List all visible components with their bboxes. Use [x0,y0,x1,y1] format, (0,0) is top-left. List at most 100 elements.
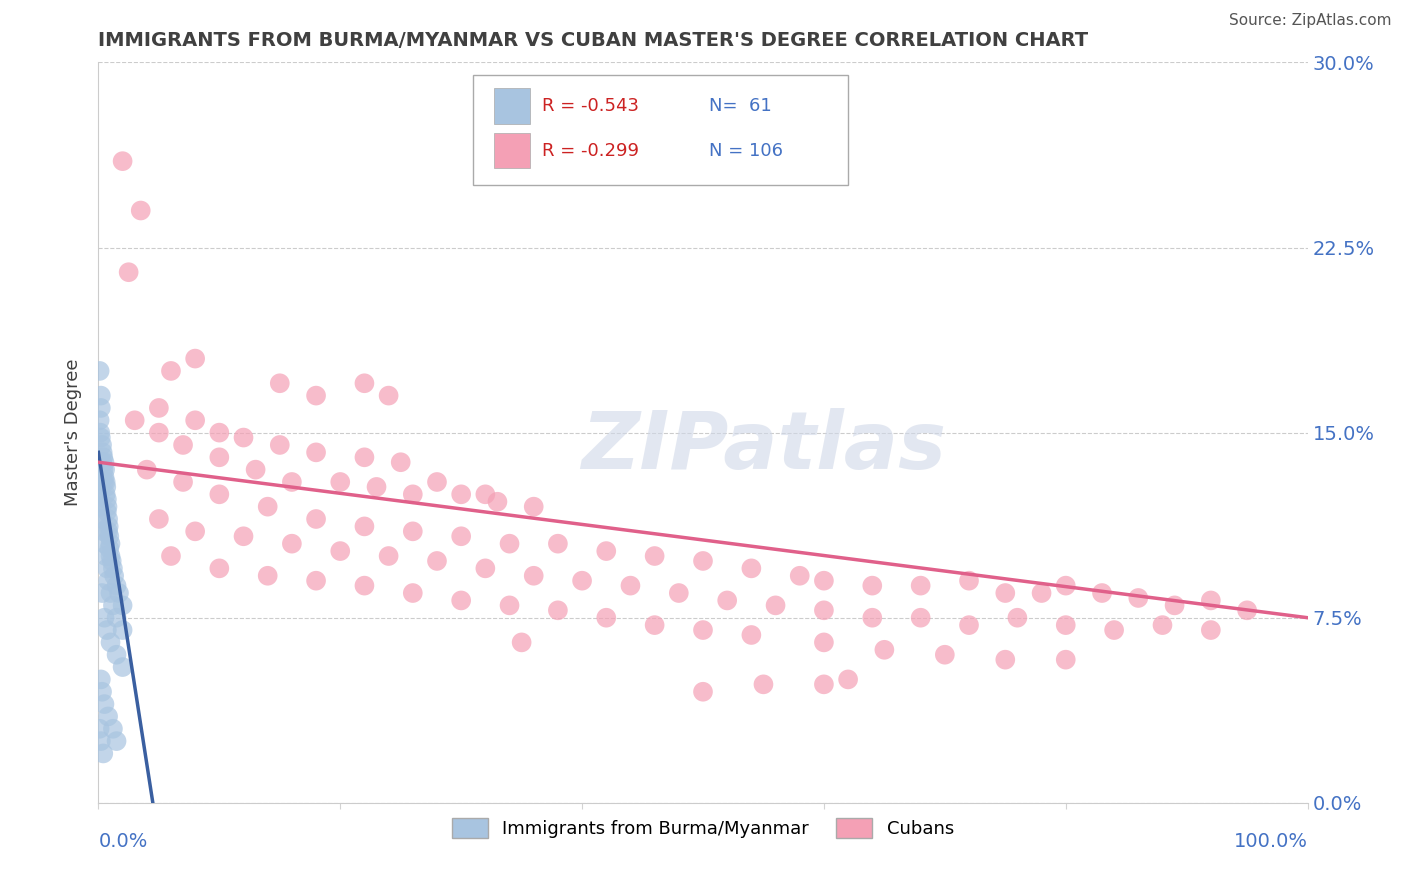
Point [329,544,352,558]
Point [100,549,122,563]
Point [89,413,111,427]
Point [118,265,141,279]
Text: R = -0.543: R = -0.543 [543,97,640,115]
Point [184,351,207,366]
Point [90,673,112,687]
Point [644,618,666,632]
Point [93,536,115,550]
Legend: Immigrants from Burma/Myanmar, Cubans: Immigrants from Burma/Myanmar, Cubans [444,810,962,846]
Point [668,586,690,600]
Point [486,494,509,508]
Point [124,413,146,427]
Point [523,500,546,514]
Point [934,648,956,662]
Point [1007,610,1029,624]
Point [135,462,157,476]
Point [813,574,835,588]
Point [105,648,128,662]
Point [1102,623,1125,637]
Point [957,618,980,632]
Point [353,519,375,533]
Point [740,628,762,642]
Point [105,610,128,624]
Point [1054,653,1077,667]
Point [111,623,134,637]
Point [94,475,117,489]
Point [281,475,304,489]
Point [93,697,115,711]
Point [96,561,118,575]
Point [366,480,388,494]
Point [910,579,932,593]
Point [96,480,118,494]
Point [1152,618,1174,632]
Point [100,554,122,568]
Point [426,554,449,568]
Point [184,413,207,427]
Point [89,364,111,378]
Point [97,512,120,526]
Point [172,475,194,489]
Point [595,610,617,624]
Point [208,450,231,465]
Point [256,568,278,582]
Point [353,579,375,593]
Point [547,603,569,617]
Point [208,425,231,440]
Point [1199,623,1222,637]
Point [450,529,472,543]
Point [474,487,496,501]
Bar [494,88,530,124]
Point [93,610,115,624]
Point [91,512,114,526]
Point [269,438,291,452]
Point [101,722,124,736]
Point [148,401,170,415]
Text: 100.0%: 100.0% [1233,832,1308,852]
Point [91,685,114,699]
Point [837,673,859,687]
Point [1199,593,1222,607]
Point [90,734,112,748]
Point [910,610,932,624]
Point [89,487,111,501]
Point [91,445,114,459]
Point [208,487,231,501]
Point [256,500,278,514]
Point [595,544,617,558]
Point [100,586,122,600]
Point [96,623,118,637]
Point [1236,603,1258,617]
Point [91,462,114,476]
Text: Source: ZipAtlas.com: Source: ZipAtlas.com [1229,13,1392,29]
Bar [494,133,530,169]
Point [860,579,883,593]
Point [789,568,811,582]
Point [90,388,112,402]
Point [377,388,399,402]
Point [97,709,120,723]
Point [97,524,120,539]
Point [96,500,118,514]
Point [148,425,170,440]
Text: IMMIGRANTS FROM BURMA/MYANMAR VS CUBAN MASTER'S DEGREE CORRELATION CHART: IMMIGRANTS FROM BURMA/MYANMAR VS CUBAN M… [98,30,1088,50]
Point [860,610,883,624]
Point [994,653,1017,667]
Point [644,549,666,563]
Point [160,364,183,378]
Point [184,524,207,539]
Point [740,561,762,575]
Point [1128,591,1150,605]
Point [96,505,118,519]
Point [716,593,738,607]
Point [91,438,114,452]
Point [692,685,714,699]
Point [232,431,254,445]
Point [111,154,134,169]
Text: R = -0.299: R = -0.299 [543,143,640,161]
Point [232,529,254,543]
Point [93,475,115,489]
Point [105,579,128,593]
Point [100,635,122,649]
Point [90,431,112,445]
